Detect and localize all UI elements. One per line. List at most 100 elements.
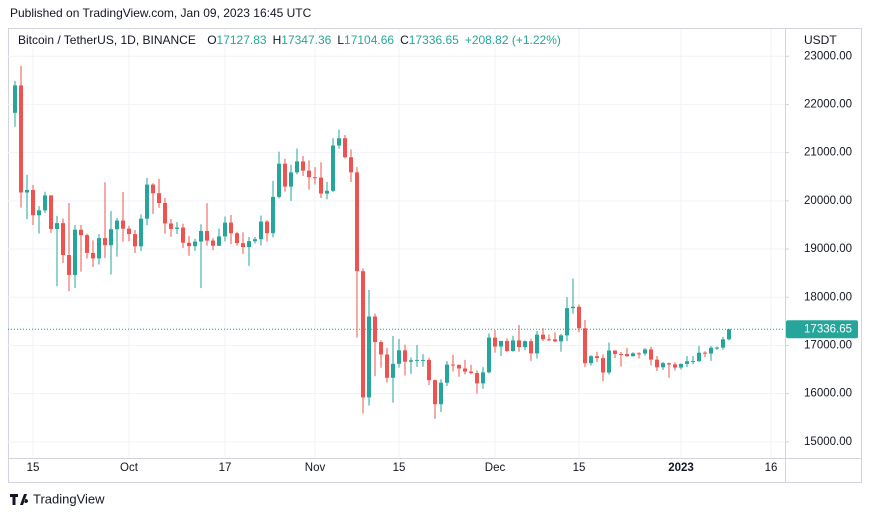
x-tick-label: 15 [27,462,40,474]
candle-body [367,316,371,398]
candle-body [553,339,557,342]
last-price-box [786,320,858,339]
y-tick-label: 18000.00 [804,291,852,303]
candle-body [133,234,137,247]
candle-body [211,240,215,246]
candle-body [319,177,323,194]
candle-body [223,222,227,237]
candle-body [607,350,611,373]
candle-body [199,230,203,242]
candle-body [379,342,383,355]
candle-body [421,359,425,361]
x-tick-label: Oct [120,462,139,474]
candle-body [205,230,209,241]
candle-body [67,255,71,276]
candle-body [391,363,395,378]
candle-body [673,364,677,368]
candle-body [253,239,257,242]
candle-body [187,242,191,247]
candle-body [61,223,65,256]
candle-body [667,363,671,365]
candle-body [151,184,155,194]
x-tick-label: 17 [219,462,232,474]
x-tick-label: Nov [305,462,326,474]
candle-body [727,329,731,340]
candle-body [661,363,665,368]
y-tick-label: 16000.00 [804,388,852,400]
candle-body [517,340,521,348]
candle-body [427,359,431,381]
candle-body [31,189,35,216]
candle-body [19,85,23,193]
candle-body [115,220,119,230]
candle-body [79,229,83,236]
y-tick-label: 17000.00 [804,339,852,351]
candle-body [523,341,527,348]
brand-logo: TradingView [10,491,105,506]
candle-body [445,364,449,383]
x-tick-label: 15 [393,462,406,474]
ohlc-letter: L [337,33,344,47]
grid [8,29,785,458]
candle-body [535,334,539,354]
candle-body [571,306,575,309]
candle-body [481,372,485,384]
candle-body [169,223,173,229]
ohlc-value: 17347.36 [281,33,331,47]
x-tick-label: 16 [765,462,778,474]
candle-body [697,352,701,362]
candle-body [25,189,29,193]
candle-body [139,218,143,247]
candle-body [409,360,413,362]
candle-body [403,350,407,362]
ohlc-letter: O [207,33,216,47]
candle-body [301,161,305,171]
candle-body [541,334,545,340]
candle-body [241,243,245,248]
candle-body [679,363,683,368]
candle-body [631,353,635,357]
candle-body [331,145,335,191]
brand-icon [10,494,29,505]
candle-body [397,350,401,364]
chart-frame [8,28,862,483]
candle-body [691,361,695,363]
candle-body [283,163,287,187]
candle-body [271,196,275,234]
y-tick-label: 23000.00 [804,50,852,62]
candle-body [625,354,629,357]
candle-body [547,339,551,341]
candle-body [451,364,455,366]
candle-body [355,172,359,272]
candle-body [175,227,179,229]
candle-body [511,340,515,351]
candle-body [487,337,491,373]
candle-body [589,356,593,364]
candle-body [295,161,299,173]
y-tick-label: 21000.00 [804,147,852,159]
ohlc-value: 17127.83 [217,33,267,47]
candle-body [715,347,719,349]
candle-body [463,368,467,372]
candle-body [469,371,473,374]
brand-name: TradingView [33,491,105,506]
candle-body [121,220,125,229]
candle-body [649,349,653,360]
ohlc-value: 17104.66 [344,33,394,47]
candle-body [559,335,563,342]
symbol-legend: Bitcoin / TetherUS, 1D, BINANCE O17127.8… [18,33,561,47]
y-axis-label: USDT [804,33,837,47]
x-tick-label: Dec [485,462,506,474]
candle-body [247,241,251,248]
y-tick-label: 22000.00 [804,98,852,110]
symbol-title: Bitcoin / TetherUS, 1D, BINANCE [18,33,196,47]
candle-body [685,361,689,364]
candle-body [385,354,389,378]
legend: Bitcoin / TetherUS, 1D, BINANCE O17127.8… [18,33,561,47]
candles [13,65,731,419]
candle-body [49,195,53,229]
candle-body [163,203,167,224]
candle-body [181,227,185,243]
